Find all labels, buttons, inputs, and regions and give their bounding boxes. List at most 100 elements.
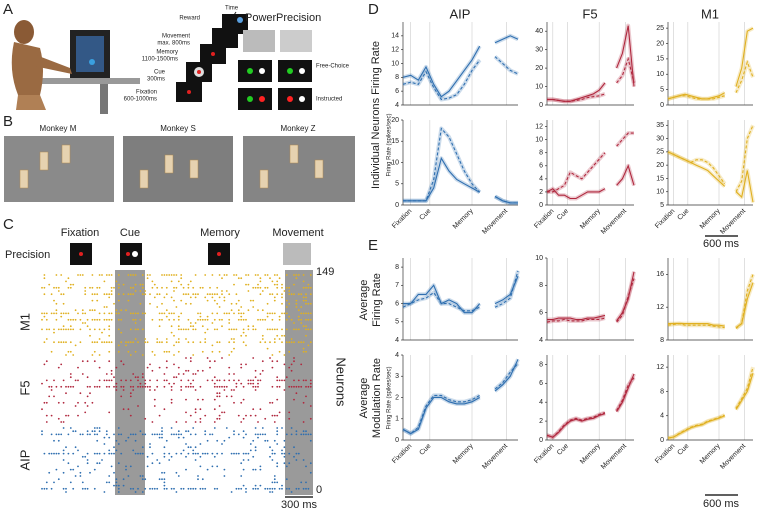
spike: [72, 468, 75, 471]
spike: [213, 398, 216, 401]
spike: [84, 293, 87, 296]
spike: [103, 443, 106, 445]
spike: [225, 274, 228, 276]
spike: [264, 318, 267, 321]
x-event-label: Fixation: [391, 443, 413, 465]
spike: [67, 462, 70, 465]
spike: [283, 455, 286, 458]
spike: [295, 452, 298, 455]
spike: [254, 484, 257, 487]
spike: [293, 322, 295, 324]
spike: [65, 280, 67, 283]
spike: [273, 338, 276, 340]
spike: [43, 312, 46, 315]
spike: [129, 328, 132, 331]
spike: [168, 312, 171, 315]
spike: [141, 491, 144, 493]
spike: [151, 280, 154, 283]
spike: [139, 382, 142, 385]
spike: [62, 312, 65, 315]
spike: [309, 433, 312, 436]
spike: [254, 427, 257, 429]
spike: [141, 433, 144, 436]
spike: [165, 379, 168, 382]
spike: [302, 433, 305, 436]
spike: [127, 408, 130, 411]
spike: [86, 487, 89, 490]
spike: [89, 286, 91, 289]
spike: [194, 446, 197, 449]
spike: [108, 436, 111, 439]
spike: [242, 398, 245, 401]
spike: [257, 382, 259, 385]
spike: [86, 395, 89, 398]
spike: [283, 379, 286, 382]
spike: [89, 328, 91, 331]
spike: [285, 318, 288, 321]
spike: [237, 379, 240, 382]
spike: [211, 465, 214, 468]
spike: [185, 398, 187, 401]
spike: [161, 312, 163, 315]
spike: [146, 385, 149, 388]
spike: [132, 286, 135, 289]
spike: [247, 459, 250, 461]
spike: [79, 433, 82, 436]
spike: [194, 296, 197, 299]
x-event-label: Memory: [579, 207, 602, 230]
spike: [288, 417, 291, 420]
spike: [240, 318, 243, 321]
spike: [67, 328, 70, 331]
spike: [96, 341, 99, 344]
spike: [69, 286, 72, 289]
spike: [79, 392, 82, 395]
spike: [60, 312, 63, 315]
spike: [134, 312, 137, 315]
spike: [163, 471, 166, 474]
y-axis-title: Individual Neurons Firing Rate: [370, 41, 382, 189]
spike: [283, 439, 286, 442]
spike: [141, 452, 144, 455]
spike: [81, 312, 84, 315]
spike: [245, 363, 247, 366]
spike: [113, 376, 115, 379]
spike: [228, 293, 231, 296]
spike: [173, 354, 175, 356]
spike: [173, 274, 175, 276]
spike: [98, 312, 101, 315]
spike: [276, 481, 279, 484]
spike: [50, 312, 53, 315]
spike: [211, 293, 214, 296]
spike: [67, 452, 70, 455]
spike: [69, 373, 72, 375]
spike: [129, 341, 132, 344]
spike: [230, 350, 233, 353]
spike: [45, 421, 48, 423]
spike: [43, 452, 46, 455]
spike: [43, 277, 46, 280]
spike: [283, 354, 286, 356]
spike: [163, 274, 166, 276]
spike: [189, 357, 192, 359]
spike: [309, 439, 312, 442]
spike: [72, 385, 75, 388]
spike: [151, 462, 154, 465]
scale-label: 600 ms: [703, 498, 740, 510]
spike: [223, 389, 226, 391]
spike: [173, 290, 175, 292]
spike: [187, 446, 190, 449]
spike: [223, 468, 226, 471]
spike: [278, 315, 281, 318]
spike: [185, 443, 187, 445]
line: [403, 127, 518, 204]
spike: [218, 341, 221, 344]
spike: [163, 385, 166, 388]
spike: [62, 293, 65, 296]
spike: [293, 446, 295, 449]
spike: [213, 385, 216, 388]
spike: [156, 379, 159, 382]
spike: [240, 475, 243, 477]
spike: [170, 312, 173, 315]
spike: [103, 280, 106, 283]
spike: [163, 484, 166, 487]
